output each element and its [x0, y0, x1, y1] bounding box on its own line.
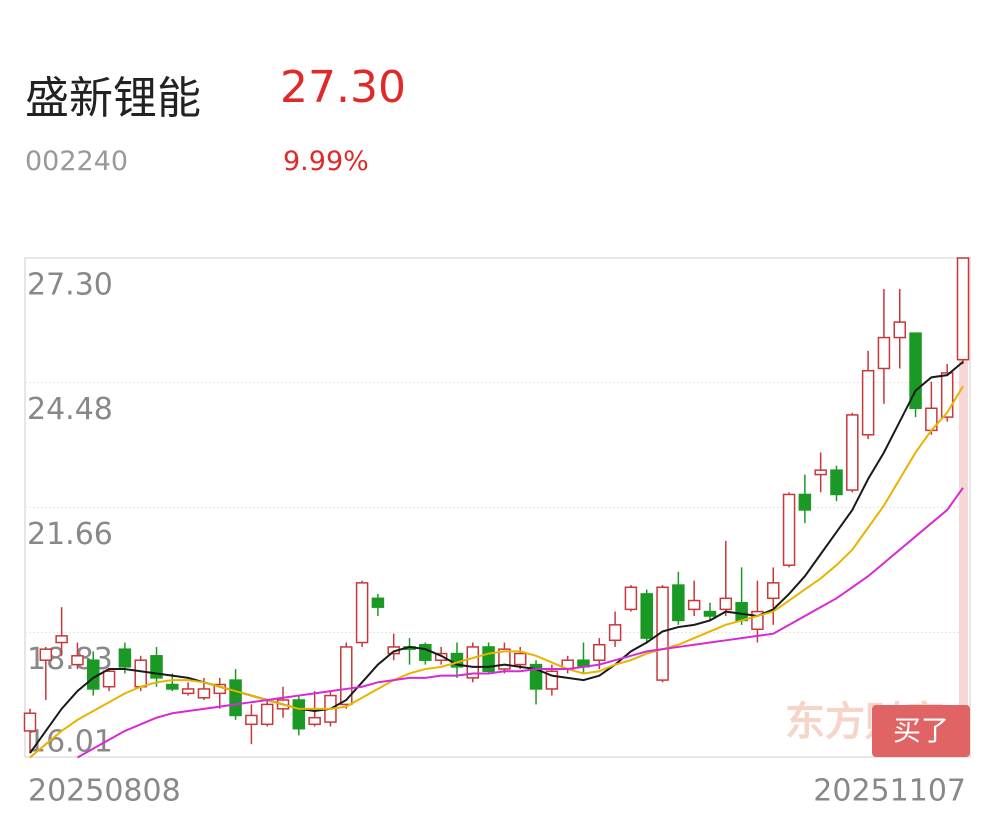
candle-body: [893, 321, 906, 339]
candle-body: [308, 716, 321, 726]
candle-body: [292, 699, 306, 730]
candle-body: [814, 469, 827, 476]
candle-body: [909, 332, 922, 410]
stock-code: 002240: [25, 146, 129, 177]
candle-body: [71, 655, 84, 666]
candle-body: [197, 688, 211, 699]
candle-body: [498, 648, 511, 670]
buy-button[interactable]: 买了: [872, 705, 970, 757]
candle-body: [940, 372, 954, 418]
candle-body: [545, 670, 559, 690]
candle-body: [593, 643, 606, 661]
candle-body: [23, 712, 37, 732]
candle-body: [87, 659, 100, 690]
y-tick-label: 16.01: [27, 725, 113, 760]
y-tick-label: 24.48: [27, 392, 113, 427]
ma-line: [76, 487, 964, 759]
candle-body: [830, 469, 843, 496]
candle-body: [751, 610, 764, 631]
candle-body: [482, 646, 495, 673]
candle-body: [260, 703, 274, 726]
candle-body: [419, 643, 432, 661]
candle-body: [118, 648, 132, 668]
candle-body: [166, 683, 179, 690]
candle-body: [529, 663, 543, 690]
stock-change: 9.99%: [283, 146, 369, 177]
candle-body: [355, 582, 369, 644]
y-tick-label: 27.30: [27, 268, 113, 303]
x-tick-label: 20251107: [813, 774, 966, 809]
ma-line: [29, 385, 964, 759]
candle-body: [181, 688, 195, 695]
candle-body: [624, 586, 638, 611]
candle-body: [102, 670, 116, 688]
candle-body: [134, 659, 147, 688]
candle-body: [229, 679, 242, 717]
candle-body: [782, 493, 796, 566]
ma-line: [29, 361, 964, 754]
candle-body: [150, 655, 163, 679]
highlight-band: [959, 258, 968, 757]
candle-body: [687, 599, 701, 611]
candle-body: [245, 714, 258, 726]
stock-price: 27.30: [280, 62, 406, 113]
candle-body: [466, 646, 480, 679]
candle-body: [340, 646, 353, 706]
candle-body: [608, 624, 622, 642]
candle-body: [766, 582, 780, 600]
candle-body: [735, 601, 748, 622]
candle-body: [656, 586, 669, 681]
candle-body: [640, 593, 653, 639]
candle-body: [798, 493, 812, 511]
candle-body: [956, 257, 970, 361]
candle-body: [39, 648, 53, 661]
candle-body: [672, 584, 685, 622]
candle-body: [703, 610, 717, 617]
x-tick-label: 20250808: [28, 774, 181, 809]
candle-body: [719, 597, 733, 611]
candle-body: [513, 652, 527, 666]
candle-body: [861, 369, 875, 436]
candle-body: [846, 414, 859, 491]
stock-name: 盛新锂能: [25, 73, 201, 124]
candle-body: [877, 336, 891, 370]
y-tick-label: 21.66: [27, 517, 113, 552]
candle-body: [55, 635, 68, 644]
candle-body: [371, 597, 385, 608]
